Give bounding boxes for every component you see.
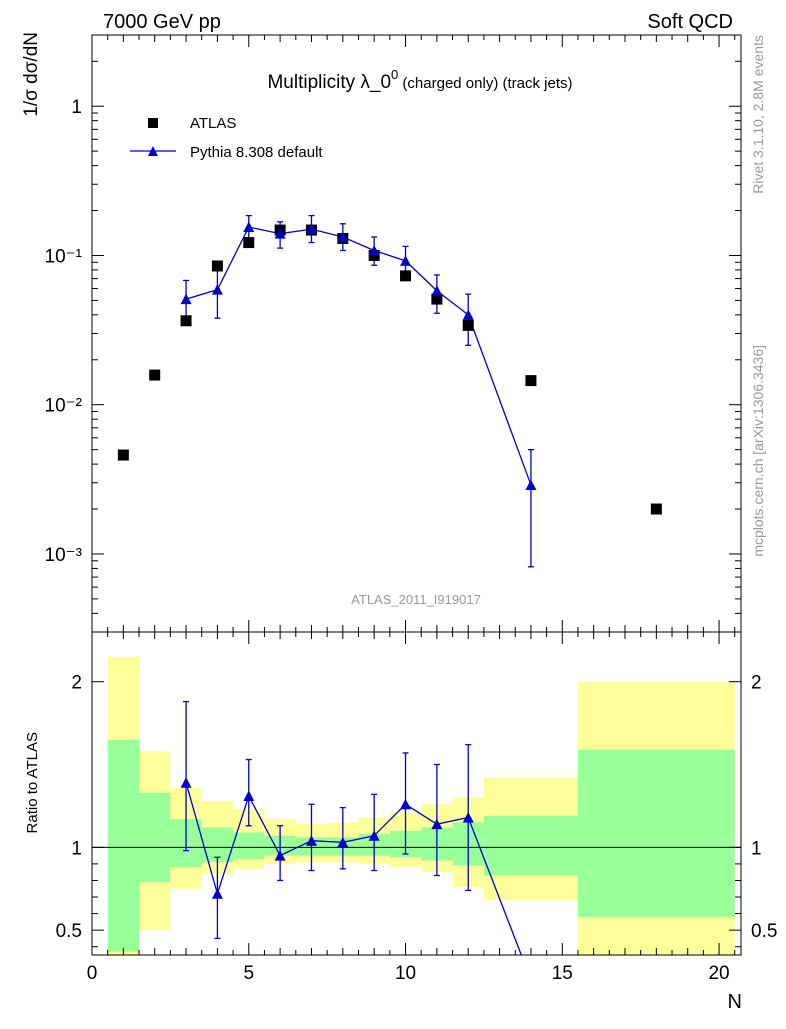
ratio-y-axis-label: Ratio to ATLAS [24,732,41,833]
atlas-point-11 [462,319,474,331]
green-band-0 [107,739,140,952]
legend-marker-pythia [148,146,158,156]
mcplots-label: mcplots.cern.ch [arXiv:1306.3436] [750,345,766,557]
header-left: 7000 GeV pp [103,11,221,33]
green-band-13 [577,749,735,917]
x-tick-label-3: 15 [552,963,573,984]
green-band-4 [233,832,265,859]
pythia-point-10 [525,479,537,490]
chart-title: Multiplicity λ_00 (charged only) (track … [267,67,572,93]
ratio-y-tick-label-0: 0.5 [56,921,82,942]
ratio-point-4 [305,835,317,846]
atlas-point-1 [149,369,161,381]
pythia-point-8 [431,285,443,296]
atlas-point-0 [117,449,129,461]
pythia-point-1 [211,284,223,295]
axes: 0 5 10 15 20 1 10⁻¹ 10⁻² 10⁻³ 0.5 0.5 1 1 2 2 [45,34,777,984]
ratio-y-tick-label-right-0: 0.5 [751,921,777,942]
legend-label-pythia: Pythia 8.308 default [190,144,323,161]
legend-marker-atlas [148,118,158,128]
ratio-point-2 [243,790,255,801]
ratio-y-tick-label-right-2: 2 [751,673,762,694]
atlas-point-3 [211,260,223,272]
atlas-point-9 [400,270,412,282]
green-band-1 [139,792,171,883]
ratio-y-tick-label-right-1: 1 [751,838,762,859]
green-band-12 [483,815,578,876]
pythia-point-2 [243,221,255,233]
pythia-point-6 [368,244,380,256]
ratio-plot-frame [91,631,742,956]
legend: ATLAS Pythia 8.308 default [130,115,323,161]
main-y-axis-label: 1/σ dσ/dN [21,32,42,117]
x-tick-label-4: 20 [708,963,729,984]
ratio-y-tick-label-2: 2 [71,673,82,694]
atlas-point-4 [243,237,255,249]
ratio-uncertainty-bands [107,656,735,955]
atlas-point-13 [650,503,662,515]
x-axis-label: N [728,991,742,1013]
ratio-point-8 [431,818,443,830]
x-tick-label-0: 0 [87,963,98,984]
rivet-label: Rivet 3.1.10, 2.8M events [750,35,766,194]
main-y-tick-label-1: 10⁻¹ [45,246,83,267]
main-y-tick-label-3: 10⁻³ [45,545,83,566]
ratio-point-0 [180,777,192,788]
ratio-point-9 [462,812,474,823]
pythia-point-5 [337,231,349,242]
ratio-y-tick-label-1: 1 [71,838,82,859]
ratio-point-6 [368,830,380,841]
atlas-point-12 [525,375,537,387]
main-y-tick-label-2: 10⁻² [45,396,83,417]
header-right: Soft QCD [647,11,733,33]
ratio-point-5 [337,836,349,848]
ratio-series-group [180,700,523,955]
x-tick-label-2: 10 [395,963,416,984]
pythia-point-3 [274,228,286,239]
ratio-point-3 [274,850,286,861]
ratio-point-1 [211,888,223,899]
atlas-point-10 [431,293,443,305]
main-y-tick-label-0: 1 [71,97,82,118]
pythia-point-4 [305,223,317,235]
ratio-plot-content [92,700,741,955]
pythia-point-9 [462,309,474,320]
main-plot-content [117,214,662,568]
pythia-line [185,226,532,486]
pythia-point-7 [400,255,412,266]
analysis-label: ATLAS_2011_I919017 [351,592,481,607]
x-tick-label-1: 5 [243,963,254,984]
atlas-point-2 [180,315,192,327]
ratio-point-7 [400,798,412,810]
legend-label-atlas: ATLAS [190,115,236,132]
pythia-point-0 [180,293,192,305]
